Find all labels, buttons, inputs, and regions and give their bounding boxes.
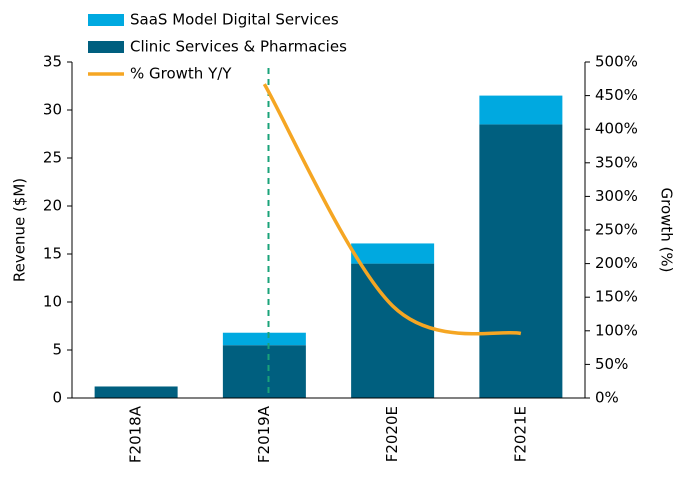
y-tick-label: 25 [43,149,62,167]
bar [222,345,306,398]
x-tick-label: F2021E [511,406,529,462]
y2-tick-label: 300% [595,187,638,205]
y-axis-label: Revenue ($M) [11,178,29,282]
y2-tick-label: 400% [595,120,638,138]
bar [479,95,563,125]
x-tick-label: F2019A [255,405,273,463]
y2-tick-label: 0% [595,389,619,407]
y2-tick-label: 250% [595,221,638,239]
y2-tick-label: 200% [595,254,638,272]
y2-tick-label: 450% [595,86,638,104]
y-tick-label: 35 [43,53,62,71]
x-tick-label: F2018A [127,405,145,463]
bar [351,243,435,264]
bar [479,124,563,399]
legend-label: % Growth Y/Y [130,65,232,83]
x-tick-label: F2020E [383,406,401,462]
y2-axis-label: Growth (%) [658,187,676,272]
y2-tick-label: 150% [595,288,638,306]
growth-line [262,83,522,336]
legend-swatch [88,14,124,26]
y2-tick-label: 500% [595,53,638,71]
legend-label: SaaS Model Digital Services [130,11,339,29]
y-tick-label: 20 [43,197,62,215]
legend-swatch [88,41,124,53]
y2-tick-label: 350% [595,153,638,171]
y-tick-label: 10 [43,293,62,311]
bar [222,332,306,346]
y2-tick-label: 100% [595,321,638,339]
y2-tick-label: 50% [595,355,628,373]
y-tick-label: 5 [52,341,62,359]
y-tick-label: 0 [52,389,62,407]
bar [94,386,178,398]
y-tick-label: 30 [43,101,62,119]
legend-label: Clinic Services & Pharmacies [130,38,347,56]
bar [351,263,435,398]
y-tick-label: 15 [43,245,62,263]
